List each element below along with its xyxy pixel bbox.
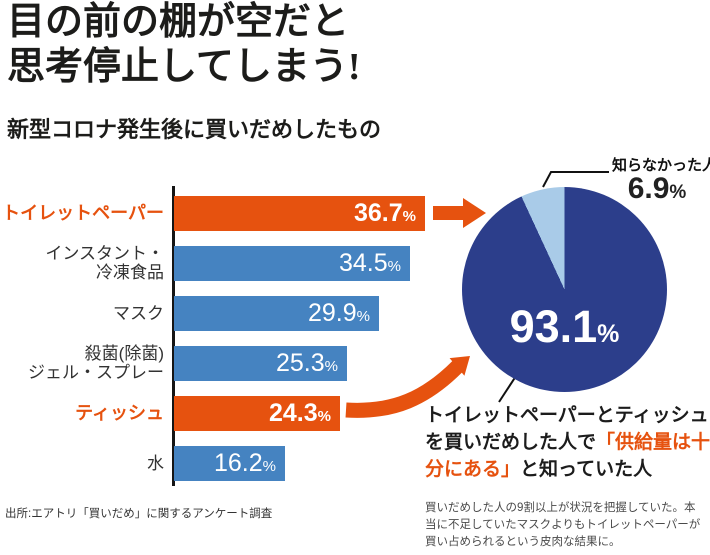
bar: 29.9% — [174, 295, 379, 331]
pie-callout-line-bottom — [498, 375, 517, 403]
bar-chart-axis — [172, 186, 175, 486]
bar-value-label: 25.3% — [275, 348, 338, 377]
bar-category-label: インスタント・ 冷凍食品 — [45, 244, 164, 282]
bar-category-label: マスク — [113, 303, 164, 323]
pie-slice-label: 知らなかった人 — [612, 157, 710, 174]
pie-callout-line-top — [542, 171, 609, 188]
bar-value-label: 24.3% — [268, 398, 331, 427]
bar: 24.3% — [174, 395, 340, 431]
bar-value-label: 36.7% — [353, 198, 416, 227]
pie-caption-part3: と知っていた人 — [520, 459, 653, 480]
bar-rows: トイレットペーパー 36.7% インスタント・ 冷凍食品 34.5% マスク 29.9% 殺菌… — [0, 188, 445, 488]
pie-main-value-number: 93.1 — [509, 301, 598, 352]
footer-note: 買いだめした人の9割以上が状況を把握していた。本当に不足していたマスクよりもトイ… — [425, 502, 701, 548]
pie-chart — [462, 187, 667, 392]
pie-slice-value-number: 6.9 — [627, 172, 670, 205]
bar-category-label: ティッシュ — [75, 402, 164, 423]
pie-caption: トイレットペーパーとティッシュを買いだめした人で「供給量は十分にある」と知ってい… — [425, 402, 710, 483]
pie-caption-part1: トイレットペーパーとティッシュを買いだめした人で — [425, 405, 709, 453]
bar: 16.2% — [174, 445, 285, 481]
pie-slice-value-percent: % — [669, 182, 687, 203]
bar: 25.3% — [174, 345, 347, 381]
bar-row: 水 16.2% — [0, 438, 445, 488]
pie-caption-highlight: 「供給量は十分にある」 — [425, 432, 710, 480]
bar-value-label: 34.5% — [338, 248, 401, 277]
bar-row: ティッシュ 24.3% — [0, 388, 445, 438]
bar-value-label: 16.2% — [213, 448, 276, 477]
pie-main-value: 93.1% — [462, 301, 667, 353]
bar: 36.7% — [174, 195, 425, 231]
pie-slice-value: 6.9% — [614, 172, 700, 206]
chart-subtitle: 新型コロナ発生後に買いだめしたもの — [7, 117, 382, 142]
bar-chart: トイレットペーパー 36.7% インスタント・ 冷凍食品 34.5% マスク 29.9% 殺菌… — [0, 186, 445, 488]
bar-value-label: 29.9% — [307, 298, 370, 327]
bar-row: インスタント・ 冷凍食品 34.5% — [0, 238, 445, 288]
bar-row: 殺菌(除菌) ジェル・スプレー 25.3% — [0, 338, 445, 388]
bar-category-label: 殺菌(除菌) ジェル・スプレー — [28, 344, 164, 382]
source-note: 出所:エアトリ「買いだめ」に関するアンケート調査 — [5, 508, 273, 520]
pie-main-value-percent: % — [597, 320, 620, 348]
bar-row: トイレットペーパー 36.7% — [0, 188, 445, 238]
bar-category-label: トイレットペーパー — [2, 202, 164, 223]
curved-arrow-head-icon — [449, 356, 470, 376]
bar-category-label: 水 — [147, 453, 164, 473]
bar: 34.5% — [174, 245, 410, 281]
page-title-line1: 目の前の棚が空だと — [7, 1, 350, 43]
page-title: 目の前の棚が空だと 思考停止してしまう! — [7, 0, 361, 90]
bar-row: マスク 29.9% — [0, 288, 445, 338]
page-title-line2: 思考停止してしまう! — [7, 46, 361, 88]
